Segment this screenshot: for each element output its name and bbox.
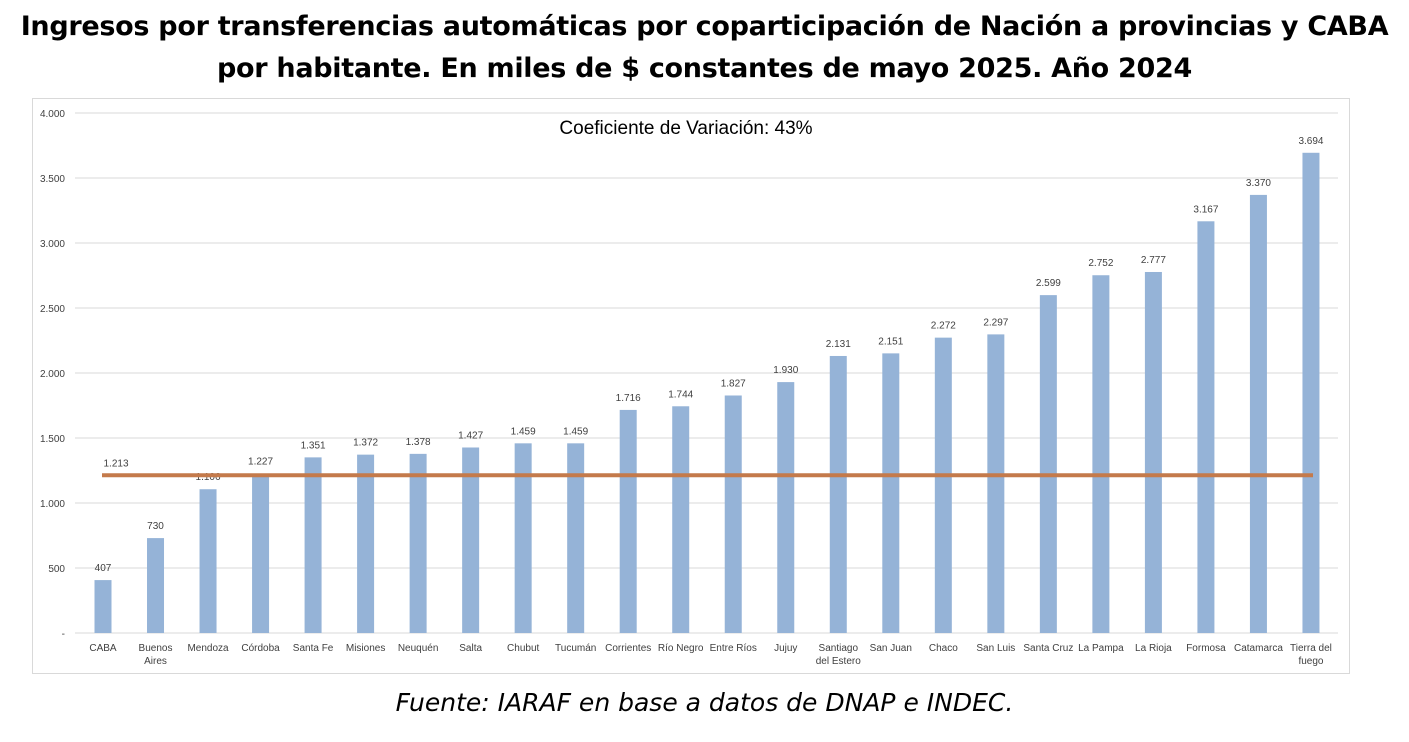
coefficient-annotation: Coeficiente de Variación: 43%	[559, 118, 812, 139]
bar	[829, 355, 847, 633]
x-tick-label: Misiones	[346, 643, 385, 654]
x-tick-label: CABA	[89, 643, 117, 654]
x-tick-label: Chubut	[507, 643, 539, 654]
reference-line-label: 1.213	[103, 458, 128, 469]
data-label: 2.131	[826, 339, 851, 350]
x-tick-label: Jujuy	[774, 643, 797, 654]
x-tick-label: San Juan	[870, 643, 912, 654]
data-label: 2.151	[878, 336, 903, 347]
x-tick-label: Formosa	[1186, 643, 1226, 654]
bar	[409, 453, 427, 633]
x-tick-label: Chaco	[929, 643, 958, 654]
x-tick-label: Entre Ríos	[710, 643, 757, 654]
chart-title-line-1: Ingresos por transferencias automáticas …	[20, 11, 1389, 42]
data-label: 2.297	[983, 317, 1008, 328]
x-tick-label: San Luis	[976, 643, 1015, 654]
data-label: 3.370	[1246, 178, 1271, 189]
y-tick-label: 500	[48, 564, 65, 575]
data-label: 1.378	[406, 437, 431, 448]
data-label: 2.777	[1141, 255, 1166, 266]
x-tick-label: Aires	[144, 656, 167, 667]
data-label: 730	[147, 521, 164, 532]
x-tick-label: Corrientes	[605, 643, 651, 654]
x-tick-label: Córdoba	[241, 643, 280, 654]
bar	[1249, 194, 1267, 633]
data-label: 2.752	[1088, 258, 1113, 269]
chart-title-line-2: por habitante. En miles de $ constantes …	[217, 53, 1192, 84]
y-tick-label: 3.500	[40, 174, 65, 185]
bar	[1039, 295, 1057, 633]
x-tick-label: Santa Fe	[293, 643, 334, 654]
x-tick-label: Neuquén	[398, 643, 439, 654]
data-label: 1.372	[353, 438, 378, 449]
x-tick-label: Tucumán	[555, 643, 596, 654]
bar	[304, 457, 322, 633]
source-note: Fuente: IARAF en base a datos de DNAP e …	[395, 688, 1014, 717]
bar	[777, 382, 795, 633]
data-label: 1.459	[511, 426, 536, 437]
bar	[147, 538, 165, 633]
y-tick-label: -	[62, 629, 65, 640]
x-tick-label: Río Negro	[658, 643, 704, 654]
bar	[252, 473, 270, 633]
bar	[1144, 271, 1162, 633]
bar	[672, 406, 690, 633]
x-tick-label: del Estero	[816, 656, 861, 667]
data-label: 3.694	[1298, 136, 1323, 147]
bar	[934, 337, 952, 633]
data-label: 2.272	[931, 321, 956, 332]
data-label: 1.427	[458, 430, 483, 441]
data-label: 1.827	[721, 378, 746, 389]
bar	[1092, 275, 1110, 633]
bar	[882, 353, 900, 633]
x-tick-label: fuego	[1298, 656, 1323, 667]
bar	[357, 454, 375, 633]
x-tick-label: La Pampa	[1078, 643, 1124, 654]
data-label: 2.599	[1036, 278, 1061, 289]
x-tick-label: La Rioja	[1135, 643, 1172, 654]
x-tick-label: Santiago	[819, 643, 859, 654]
data-label: 1.459	[563, 426, 588, 437]
chart-frame	[32, 98, 1350, 674]
data-label: 1.930	[773, 365, 798, 376]
bar	[567, 443, 585, 633]
x-tick-label: Salta	[459, 643, 482, 654]
bar	[987, 334, 1005, 633]
y-tick-label: 1.000	[40, 499, 65, 510]
x-tick-label: Tierra del	[1290, 643, 1332, 654]
y-tick-label: 2.500	[40, 304, 65, 315]
y-tick-label: 3.000	[40, 239, 65, 250]
data-label: 3.167	[1193, 204, 1218, 215]
bar	[94, 580, 112, 633]
y-tick-label: 4.000	[40, 109, 65, 120]
x-tick-label: Mendoza	[187, 643, 229, 654]
data-label: 1.716	[616, 393, 641, 404]
data-label: 1.351	[301, 440, 326, 451]
bar	[619, 409, 637, 633]
data-label: 407	[95, 563, 112, 574]
x-tick-label: Santa Cruz	[1023, 643, 1073, 654]
bar	[514, 443, 532, 633]
bar	[724, 395, 742, 633]
x-tick-label: Buenos	[139, 643, 173, 654]
bar	[462, 447, 480, 633]
y-tick-label: 1.500	[40, 434, 65, 445]
bar	[1302, 152, 1320, 633]
data-label: 1.227	[248, 456, 273, 467]
data-label: 1.744	[668, 389, 693, 400]
x-tick-label: Catamarca	[1234, 643, 1283, 654]
bar	[199, 489, 217, 633]
y-tick-label: 2.000	[40, 369, 65, 380]
data-label: 1.106	[196, 472, 221, 483]
bar	[1197, 221, 1215, 634]
